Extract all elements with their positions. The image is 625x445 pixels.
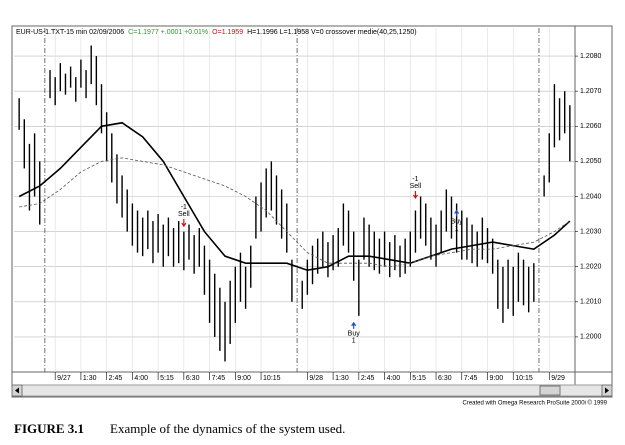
y-tick-label: 1.2070 — [580, 88, 602, 95]
arrow-icon — [605, 387, 609, 394]
annotation-label: Sell — [410, 183, 422, 190]
annotation-label: Buy — [451, 218, 464, 225]
x-tick-label: 10:15 — [515, 375, 533, 382]
x-tick-label: 7:45 — [464, 375, 478, 382]
x-tick-label: 5:15 — [412, 375, 426, 382]
header-segment: C=1.1977 +.0001 +0.01% — [128, 29, 208, 36]
x-tick-label: 9/27 — [57, 375, 71, 382]
y-tick-label: 1.2080 — [580, 53, 602, 60]
x-tick-label: 9:00 — [490, 375, 504, 382]
y-tick-label: 1.2050 — [580, 158, 602, 165]
y-tick-label: 1.2000 — [580, 334, 602, 341]
annotation-qty: 1 — [352, 338, 356, 345]
x-tick-label: 6:30 — [186, 375, 200, 382]
x-tick-label: 1:30 — [83, 375, 97, 382]
annotation-qty: -1 — [412, 176, 418, 183]
chart-frame — [11, 25, 613, 398]
annotation-label: Buy — [348, 331, 361, 338]
y-tick-label: 1.2040 — [580, 193, 602, 200]
y-tick-label: 1.2060 — [580, 123, 602, 130]
chart-header: EUR-US-1.TXT-15 min 02/09/2006 C=1.1977 +… — [16, 29, 417, 36]
y-tick-label: 1.2010 — [580, 299, 602, 306]
scrollbar[interactable] — [11, 384, 613, 397]
moving-average — [18, 121, 571, 272]
annotation-label: Sell — [178, 211, 190, 218]
annotation-arrow — [412, 190, 418, 200]
x-tick-label: 10:15 — [263, 375, 281, 382]
arrow-icon — [15, 387, 19, 394]
x-tick-label: 4:00 — [134, 375, 148, 382]
x-tick-label: 9:00 — [237, 375, 251, 382]
annotation-arrow — [351, 321, 357, 329]
x-tick-label: 1:30 — [335, 375, 349, 382]
annotation-arrow — [454, 209, 460, 217]
x-tick-label: 9/29 — [551, 375, 565, 382]
x-tick-label: 9/28 — [309, 375, 323, 382]
header-segment: EUR-US-1.TXT-15 min 02/09/2006 — [16, 29, 124, 36]
x-tick-label: 4:00 — [387, 375, 401, 382]
moving-average — [19, 157, 571, 268]
annotation-arrow — [181, 219, 187, 228]
scroll-track[interactable] — [11, 384, 613, 397]
annotation-qty: -1 — [181, 204, 187, 211]
x-tick-label: 6:30 — [438, 375, 452, 382]
scroll-thumb[interactable] — [539, 385, 561, 396]
x-tick-label: 2:45 — [361, 375, 375, 382]
credit: Created with Omega Research ProSuite 200… — [462, 400, 607, 407]
x-tick-label: 7:45 — [212, 375, 226, 382]
caption-label: FIGURE 3.1 — [14, 421, 84, 436]
caption-text: Example of the dynamics of the system us… — [110, 421, 345, 436]
x-tick-label: 5:15 — [160, 375, 174, 382]
y-tick-label: 1.2020 — [580, 264, 602, 271]
annotation-qty: 1 — [455, 225, 459, 232]
y-tick-label: 1.2030 — [580, 228, 602, 235]
x-tick-label: 2:45 — [109, 375, 123, 382]
header-segment: O=1.1959 — [212, 29, 243, 36]
header-segment: H=1.1996 L=1.1958 V=0 crossover medie(40… — [247, 29, 416, 36]
